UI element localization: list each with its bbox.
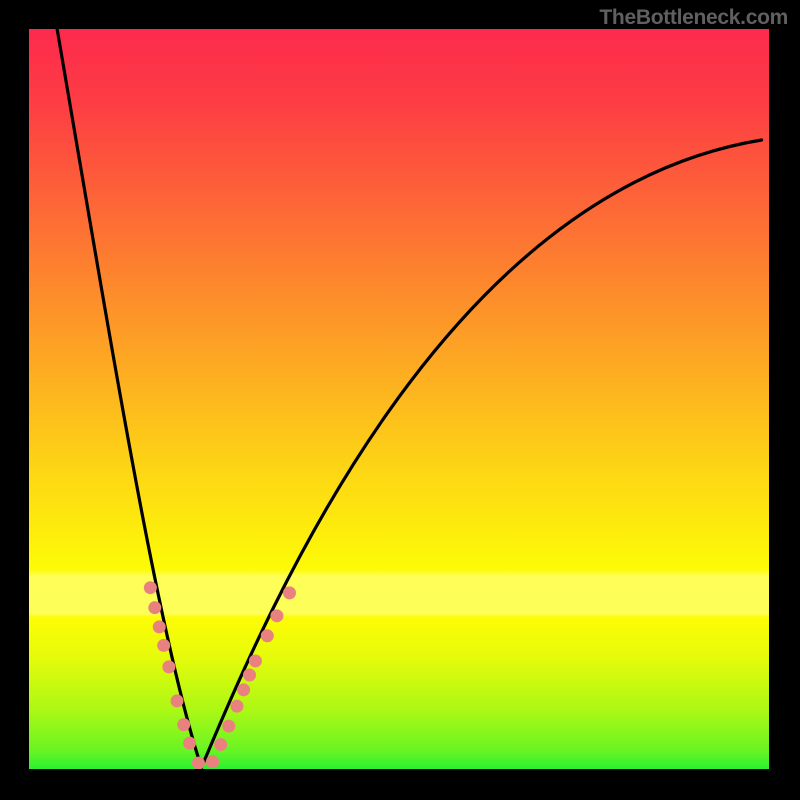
curve-dot bbox=[157, 639, 170, 652]
curve-dot bbox=[183, 737, 196, 750]
curve-dot bbox=[162, 660, 175, 673]
curve-dot bbox=[214, 738, 227, 751]
curve-dot bbox=[230, 700, 243, 713]
curve-dot bbox=[171, 694, 184, 707]
curve-dot bbox=[144, 581, 157, 594]
curve-dot bbox=[148, 601, 161, 614]
chart-svg bbox=[29, 29, 769, 769]
curve-dot bbox=[243, 669, 256, 682]
curve-dot bbox=[283, 586, 296, 599]
watermark-text: TheBottleneck.com bbox=[599, 6, 788, 30]
curve-dot bbox=[237, 683, 250, 696]
curve-dot bbox=[192, 757, 205, 769]
curve-dot bbox=[261, 629, 274, 642]
curve-dot bbox=[222, 720, 235, 733]
curve-dot bbox=[206, 755, 219, 768]
curve-dot bbox=[249, 654, 262, 667]
curve-dot bbox=[153, 620, 166, 633]
curve-dot bbox=[177, 718, 190, 731]
bottleneck-chart bbox=[29, 29, 769, 769]
curve-dot bbox=[270, 609, 283, 622]
